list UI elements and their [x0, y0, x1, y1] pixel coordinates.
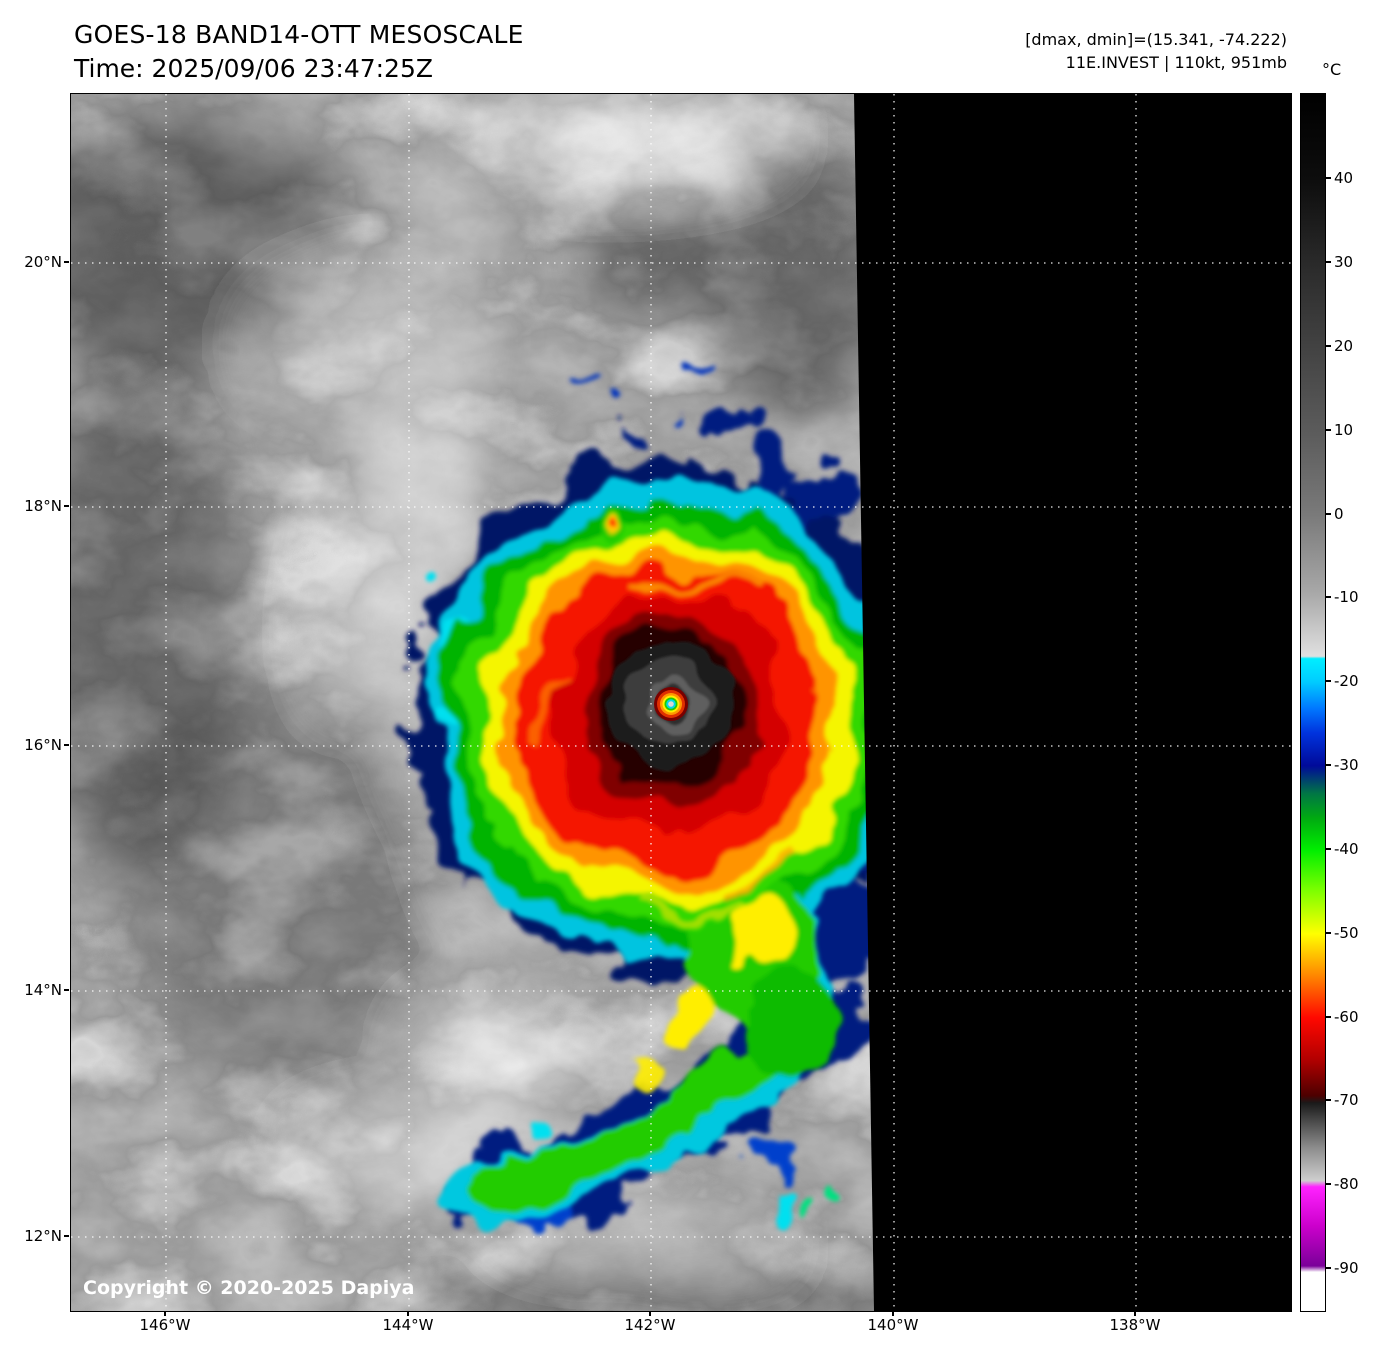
colorbar-tick	[1326, 1267, 1331, 1269]
colorbar-tick	[1326, 848, 1331, 850]
colorbar-tick	[1326, 177, 1331, 179]
lat-tick	[64, 1235, 69, 1237]
copyright-notice: Copyright © 2020-2025 Dapiya	[83, 1277, 415, 1299]
lat-label-20n: 20°N	[24, 253, 62, 271]
lon-tick	[649, 1311, 651, 1316]
colorbar-label-m60: -60	[1334, 1008, 1359, 1026]
colorbar-tick	[1326, 345, 1331, 347]
colorbar-gradient	[1301, 94, 1325, 1311]
header-annotations: [dmax, dmin]=(15.341, -74.222) 11E.INVES…	[1025, 28, 1287, 74]
colorbar-tick	[1326, 1183, 1331, 1185]
colorbar-label-m50: -50	[1334, 924, 1359, 942]
lon-tick	[892, 1311, 894, 1316]
colorbar-tick	[1326, 429, 1331, 431]
lon-label-138w: 138°W	[1109, 1316, 1161, 1334]
lon-label-142w: 142°W	[624, 1316, 676, 1334]
colorbar-label-10: 10	[1334, 421, 1354, 439]
graticule-gridlines	[71, 94, 1291, 1311]
colorbar-tick	[1326, 596, 1331, 598]
colorbar-tick	[1326, 1099, 1331, 1101]
satellite-image	[71, 94, 1291, 1311]
lon-label-146w: 146°W	[139, 1316, 191, 1334]
colorbar-label-40: 40	[1334, 169, 1354, 187]
colorbar-label-m40: -40	[1334, 840, 1359, 858]
hurricane	[412, 355, 920, 1231]
colorbar-label-20: 20	[1334, 337, 1354, 355]
lat-tick	[64, 261, 69, 263]
colorbar-tick	[1326, 261, 1331, 263]
colorbar-label-0: 0	[1334, 505, 1344, 523]
lon-label-140w: 140°W	[867, 1316, 919, 1334]
colorbar-label-m10: -10	[1334, 588, 1359, 606]
colorbar-label-m70: -70	[1334, 1091, 1359, 1109]
lat-label-12n: 12°N	[24, 1227, 62, 1245]
colorbar-tick	[1326, 764, 1331, 766]
lon-tick	[407, 1311, 409, 1316]
lat-label-14n: 14°N	[24, 981, 62, 999]
colorbar-label-m20: -20	[1334, 672, 1359, 690]
storm-info: 11E.INVEST | 110kt, 951mb	[1065, 53, 1287, 72]
dmax-dmin-readout: [dmax, dmin]=(15.341, -74.222)	[1025, 30, 1287, 49]
lon-label-144w: 144°W	[382, 1316, 434, 1334]
colorbar-unit-label: °C	[1322, 60, 1342, 79]
lon-tick	[1134, 1311, 1136, 1316]
colorbar-label-m30: -30	[1334, 756, 1359, 774]
no-data-region	[854, 94, 1291, 1311]
temperature-colorbar	[1300, 93, 1326, 1312]
hurricane-eye	[654, 687, 688, 721]
figure-title: GOES-18 BAND14-OTT MESOSCALE	[74, 20, 524, 49]
colorbar-tick	[1326, 680, 1331, 682]
timestamp: Time: 2025/09/06 23:47:25Z	[74, 54, 433, 83]
colorbar-tick	[1326, 932, 1331, 934]
lat-label-18n: 18°N	[24, 497, 62, 515]
colorbar-tick	[1326, 1016, 1331, 1018]
colorbar-label-30: 30	[1334, 253, 1354, 271]
lat-label-16n: 16°N	[24, 736, 62, 754]
lon-tick	[164, 1311, 166, 1316]
colorbar-tick	[1326, 513, 1331, 515]
lat-tick	[64, 989, 69, 991]
lat-tick	[64, 744, 69, 746]
colorbar-label-m80: -80	[1334, 1175, 1359, 1193]
map-panel: Copyright © 2020-2025 Dapiya	[70, 93, 1292, 1312]
colorbar-label-m90: -90	[1334, 1259, 1359, 1277]
lat-tick	[64, 505, 69, 507]
